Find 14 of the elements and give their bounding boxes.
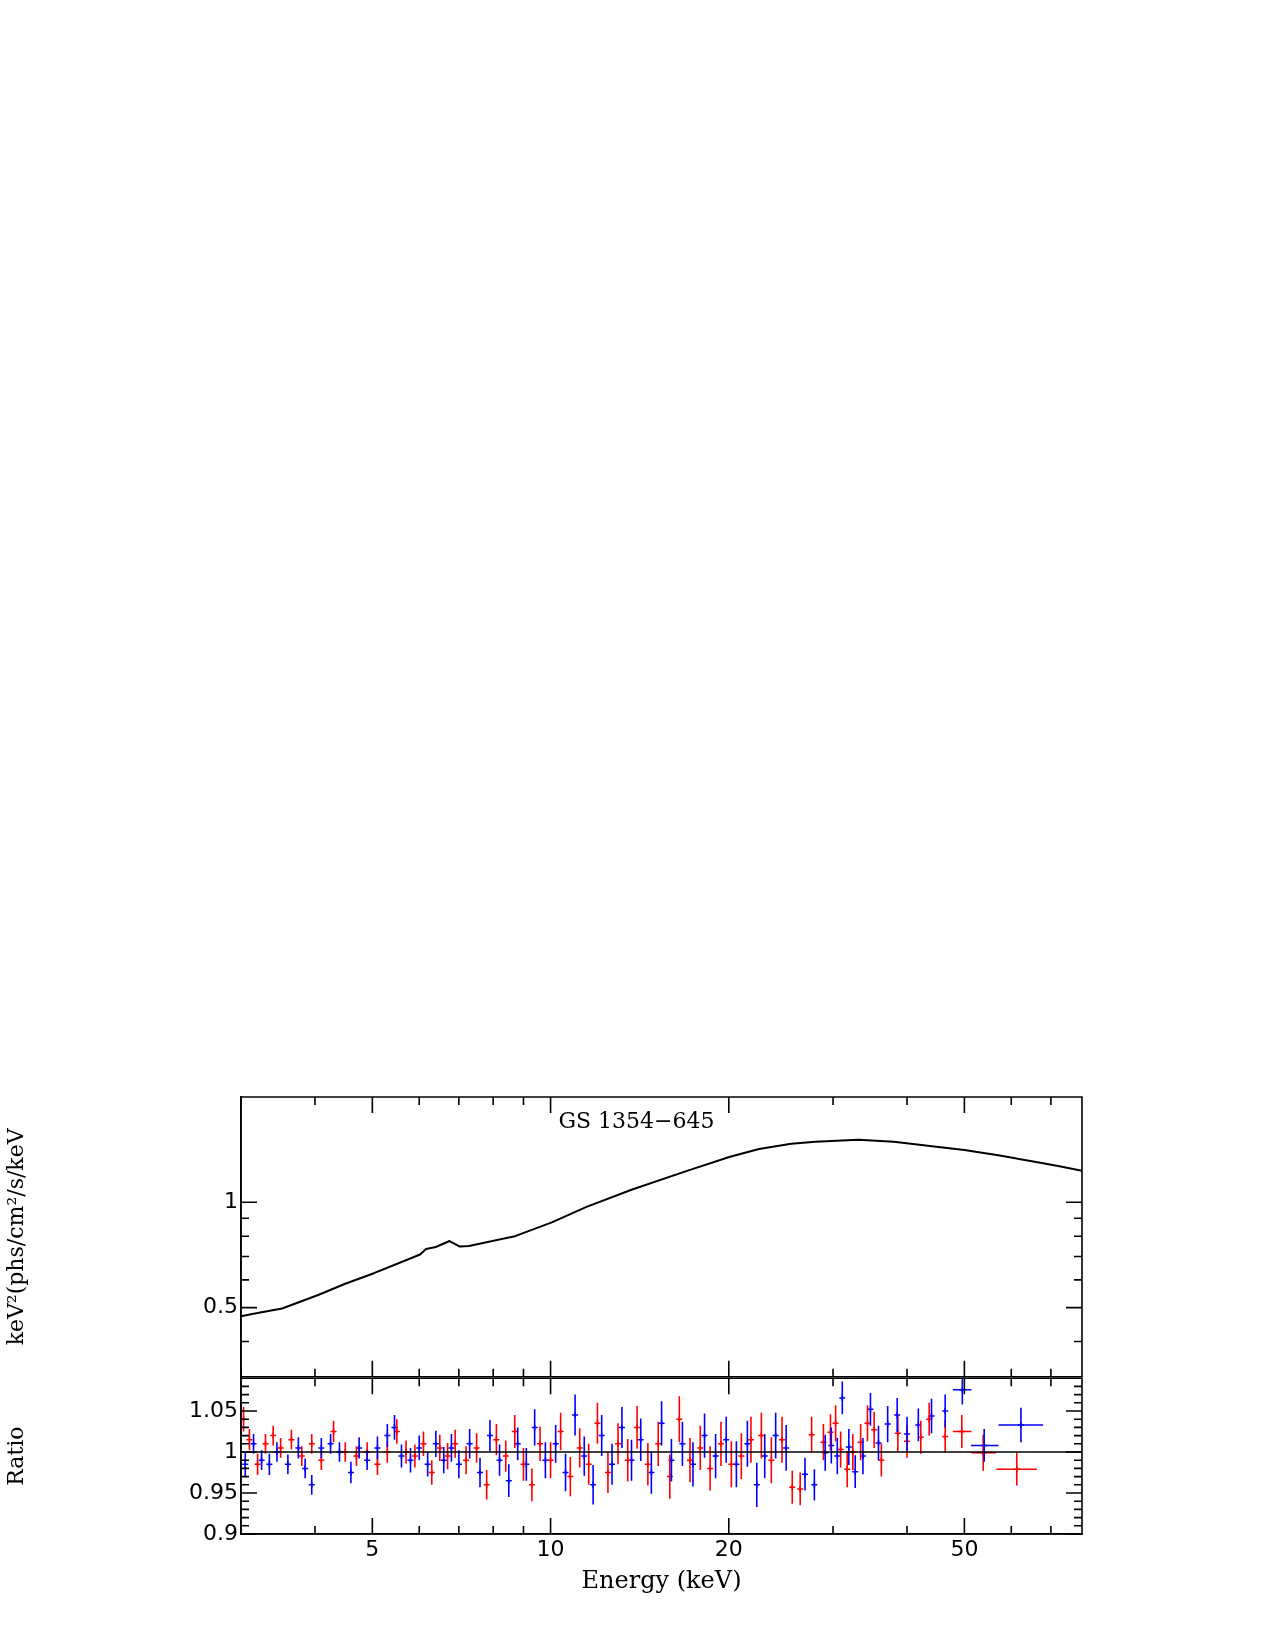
y-axis-title: Ratio: [2, 1426, 28, 1486]
y-tick-label: 1: [224, 1437, 238, 1463]
y-tick-label: 1: [224, 1188, 238, 1214]
x-tick-label: 10: [536, 1535, 565, 1561]
y-tick-label: 0.5: [203, 1293, 238, 1319]
x-tick-label: 5: [365, 1535, 380, 1561]
x-axis-title: Energy (keV): [581, 1565, 742, 1594]
y-tick-label: 0.95: [189, 1478, 238, 1504]
y-axis-title: keV²(phs/cm²/s/keV: [2, 1127, 28, 1346]
text: GS 1354−645: [558, 1107, 715, 1133]
y-tick-label: 0.9: [203, 1519, 238, 1545]
x-tick-label: 50: [950, 1535, 979, 1561]
y-tick-label: 1.05: [189, 1396, 238, 1422]
x-tick-label: 20: [714, 1535, 743, 1561]
